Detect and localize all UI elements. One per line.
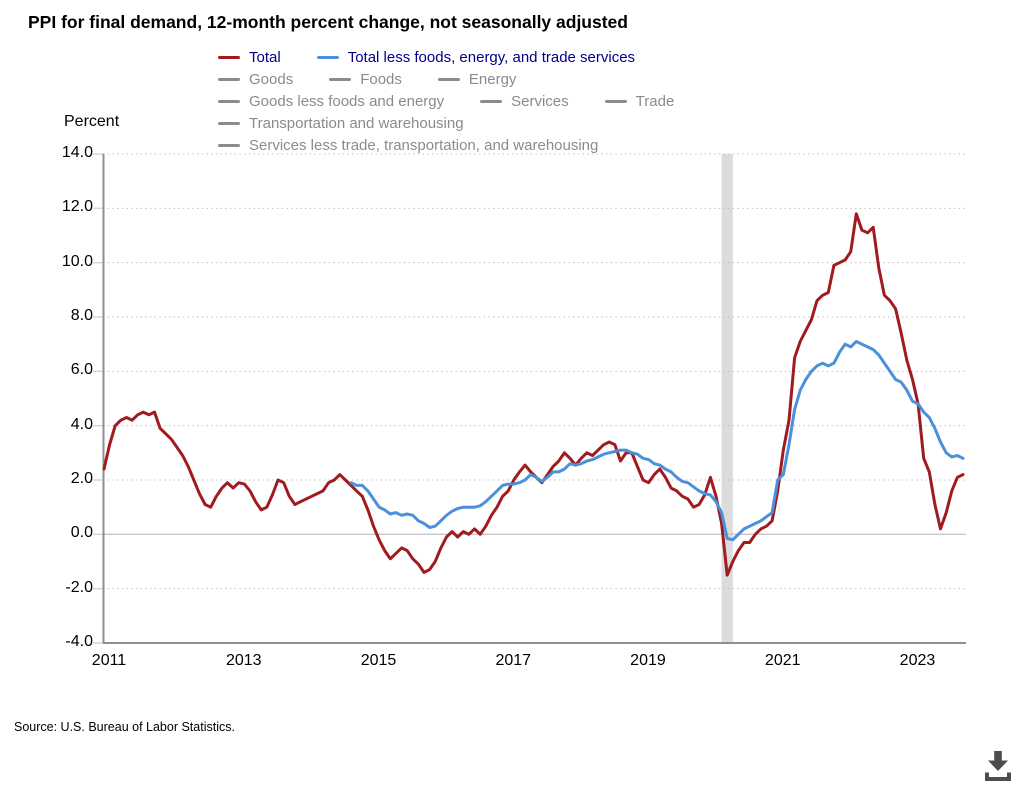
legend-item-total-less-foods-energy-and-trade-services[interactable]: Total less foods, energy, and trade serv… — [316, 48, 636, 66]
legend-item-total[interactable]: Total — [218, 49, 281, 66]
legend-swatch — [218, 77, 240, 81]
legend-item-trade[interactable]: Trade — [604, 92, 675, 110]
x-axis-label: 2013 — [225, 652, 262, 669]
x-axis-label: 2021 — [764, 652, 801, 669]
legend-swatch — [437, 77, 460, 81]
legend-swatch — [329, 77, 352, 81]
y-axis-label: 10.0 — [61, 252, 93, 270]
legend-row: Total Total less foods, energy, and trade… — [218, 46, 710, 68]
legend-item-transportation-and-warehousing[interactable]: Transportation and warehousing — [218, 115, 464, 132]
legend-label: Energy — [468, 70, 517, 88]
recession-band — [721, 154, 733, 643]
legend-label: Services less trade, transportation, and… — [249, 136, 599, 154]
y-axis-label: 14.0 — [61, 144, 93, 161]
y-axis-label: 6.0 — [70, 361, 93, 379]
legend-item-goods-less-foods-and-energy[interactable]: Goods less foods and energy — [218, 93, 444, 110]
y-axis-label: -4.0 — [65, 633, 93, 650]
y-axis-label: 8.0 — [70, 307, 93, 324]
x-axis-label: 2019 — [630, 652, 666, 669]
legend-label: Transportation and warehousing — [249, 114, 464, 132]
source-note: Source: U.S. Bureau of Labor Statistics. — [14, 720, 235, 734]
y-axis-label: 12.0 — [61, 198, 93, 216]
legend-label: Foods — [360, 70, 402, 88]
legend-item-services-less-trade-transportation-and-warehousing[interactable]: Services less trade, transportation, and… — [218, 137, 598, 154]
legend-label: Total — [249, 48, 281, 66]
y-axis-title: Percent — [64, 113, 120, 130]
legend-label: Total less foods, energy, and trade serv… — [347, 48, 636, 66]
legend-row: Goods less foods and energy Services Trade — [218, 90, 710, 112]
y-axis-label: -2.0 — [65, 578, 93, 596]
x-axis-label: 2023 — [899, 652, 936, 669]
chart-title: PPI for final demand, 12-month percent c… — [28, 12, 628, 32]
legend-item-goods[interactable]: Goods — [218, 71, 293, 88]
series-core-line — [349, 340, 965, 542]
chart-plot-area — [93, 153, 966, 644]
download-icon — [985, 751, 1011, 781]
x-axis-label: 2015 — [360, 652, 397, 669]
legend-swatch — [316, 55, 339, 59]
legend-item-foods[interactable]: Foods — [329, 71, 402, 88]
legend-swatch — [218, 143, 240, 147]
legend-label: Services — [511, 92, 569, 110]
legend-item-energy[interactable]: Energy — [437, 70, 517, 88]
legend-swatch — [480, 99, 503, 103]
legend-row: Services less trade, transportation, and… — [218, 134, 710, 156]
legend: Total Total less foods, energy, and trade… — [218, 46, 710, 156]
legend-label: Goods less foods and energy — [249, 92, 445, 110]
x-axis-label: 2017 — [495, 652, 532, 669]
legend-row: Goods Foods Energy — [218, 68, 710, 90]
legend-swatch — [218, 55, 240, 59]
legend-label: Goods — [249, 70, 294, 88]
legend-swatch — [604, 99, 627, 103]
download-button[interactable] — [982, 747, 1014, 783]
y-axis-label: 2.0 — [70, 470, 93, 487]
legend-item-services[interactable]: Services — [480, 93, 569, 110]
series-total-line — [102, 212, 965, 577]
x-axis-label: 2011 — [91, 652, 127, 669]
y-axis-label: 4.0 — [70, 415, 93, 433]
legend-swatch — [218, 99, 240, 103]
y-axis-label: 0.0 — [70, 524, 93, 542]
legend-swatch — [218, 121, 240, 125]
legend-row: Transportation and warehousing — [218, 112, 710, 134]
legend-label: Trade — [635, 92, 675, 110]
